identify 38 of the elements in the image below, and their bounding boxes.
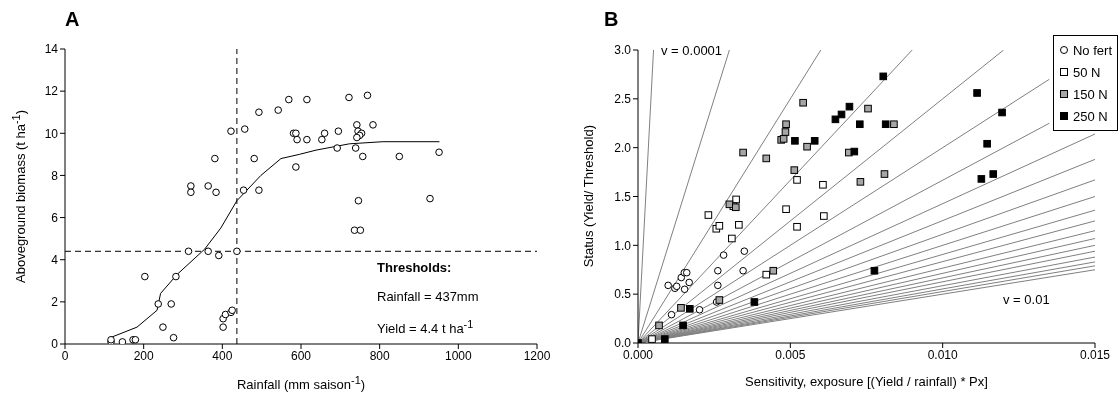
- annotation: v = 0.01: [1003, 292, 1050, 307]
- x-tick-label: 600: [290, 348, 312, 363]
- y-tick-label: 3.0: [614, 43, 632, 58]
- x-axis-title: Rainfall (mm saison$^{-1}$): [235, 374, 367, 393]
- annotation: Rainfall = 437mm: [377, 289, 479, 304]
- legend-label: 250 N: [1072, 108, 1108, 124]
- legend-label: No fert: [1072, 42, 1112, 58]
- y-tick-label: 10: [44, 126, 59, 141]
- chart-title: B: [604, 8, 619, 31]
- y-tick-label: 0.5: [614, 287, 632, 302]
- y-tick-label: 2.5: [614, 92, 632, 107]
- chart-title: A: [65, 8, 80, 31]
- annotation: Thresholds:: [377, 260, 452, 275]
- x-tick-label: 200: [133, 348, 154, 363]
- x-tick-label: 800: [369, 348, 390, 363]
- y-tick-label: 1.5: [614, 189, 632, 204]
- x-tick-label: 0.005: [775, 347, 806, 362]
- y-tick-label: 12: [44, 84, 59, 99]
- y-tick-label: 2.0: [614, 140, 632, 155]
- annotation: Yield = 4.4 t ha$^{-1}$: [377, 318, 474, 337]
- y-tick-label: 1.0: [614, 238, 632, 253]
- x-tick-label: 400: [212, 348, 233, 363]
- y-tick-label: 8: [51, 168, 59, 183]
- x-tick-label: 1200: [523, 348, 551, 363]
- y-axis-title: Status (Yield/ Threshold): [581, 125, 596, 268]
- legend-label: 150 N: [1072, 86, 1108, 102]
- y-tick-label: 4: [51, 252, 59, 267]
- x-axis-title: Sensitivity, exposure [(Yield / rainfall) * Px]: [744, 374, 989, 389]
- legend-label: 50 N: [1072, 64, 1101, 80]
- x-tick-label: 0: [61, 348, 69, 363]
- y-tick-label: 0: [51, 337, 59, 352]
- y-tick-label: 14: [44, 42, 59, 57]
- y-tick-label: 2: [51, 295, 59, 310]
- x-tick-label: 1000: [444, 348, 472, 363]
- annotation: v = 0.0001: [661, 43, 723, 58]
- y-tick-label: 6: [51, 210, 59, 225]
- x-tick-label: 0.010: [927, 347, 959, 362]
- x-tick-label: 0.015: [1079, 347, 1111, 362]
